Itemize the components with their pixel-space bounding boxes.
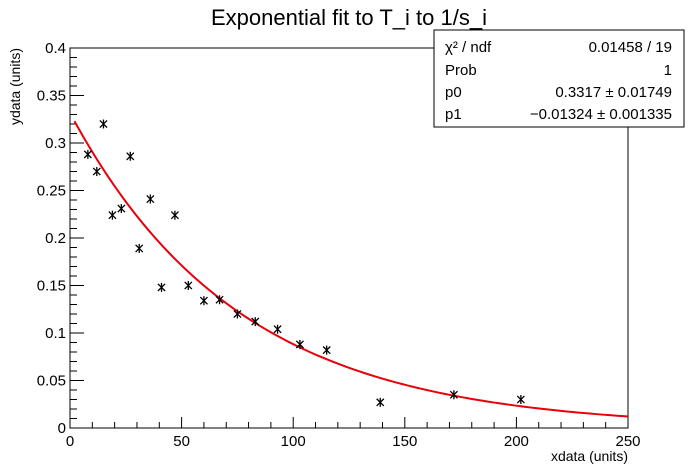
y-axis-label: ydata (units) [7,48,23,125]
fit-curve-layer [73,120,629,418]
x-axis-label: xdata (units) [551,448,628,464]
stats-chi2-value: 0.01458 / 19 [589,39,672,56]
data-point [449,390,458,400]
y-axis: 0 0.05 0.1 0.15 0.2 0.25 0.3 0.35 0.4 [37,40,84,437]
data-point [170,210,179,220]
stats-p0-label: p0 [445,84,462,101]
x-tick-label: 100 [281,433,306,450]
stats-chi2-label: χ² / ndf [445,39,492,56]
y-tick-label: 0.1 [45,325,66,342]
data-point [199,296,208,306]
stats-prob-label: Prob [445,62,477,79]
y-tick-label: 0 [58,420,66,437]
x-axis: 0 50 100 150 200 250 [66,417,641,450]
data-point [184,281,193,290]
x-tick-label: 250 [615,433,640,450]
x-tick-label: 50 [173,433,190,450]
y-tick-label: 0.2 [45,230,66,247]
data-points-layer [83,119,525,407]
data-point [157,282,166,292]
stats-box: χ² / ndf 0.01458 / 19 Prob 1 p0 0.3317 ±… [433,29,685,128]
data-point [295,339,304,349]
chart-title: Exponential fit to T_i to 1/s_i [211,5,487,30]
data-point [146,194,155,204]
data-point [108,210,117,220]
fit-curve [73,120,629,418]
stats-box-frame [433,29,685,128]
y-tick-label: 0.4 [45,40,66,57]
data-point [376,397,385,407]
data-point [92,167,101,176]
data-point [215,295,224,305]
data-point [251,317,260,327]
data-point [135,243,144,253]
stats-p1-value: −0.01324 ± 0.001335 [530,106,672,123]
data-point [516,395,525,404]
y-tick-label: 0.25 [37,183,66,200]
x-tick-label: 0 [66,433,74,450]
data-point [273,324,282,334]
data-point [117,204,126,214]
x-tick-label: 150 [392,433,417,450]
y-tick-label: 0.3 [45,135,66,152]
y-tick-label: 0.35 [37,88,66,105]
data-point [99,119,108,129]
stats-p1-label: p1 [445,106,462,123]
stats-prob-value: 1 [664,62,672,79]
data-point [233,309,242,319]
y-tick-label: 0.05 [37,373,66,390]
data-point [83,149,92,159]
stats-p0-value: 0.3317 ± 0.01749 [555,84,672,101]
y-tick-label: 0.15 [37,278,66,295]
x-tick-label: 200 [504,433,529,450]
data-point [322,345,331,355]
data-point [126,151,135,161]
